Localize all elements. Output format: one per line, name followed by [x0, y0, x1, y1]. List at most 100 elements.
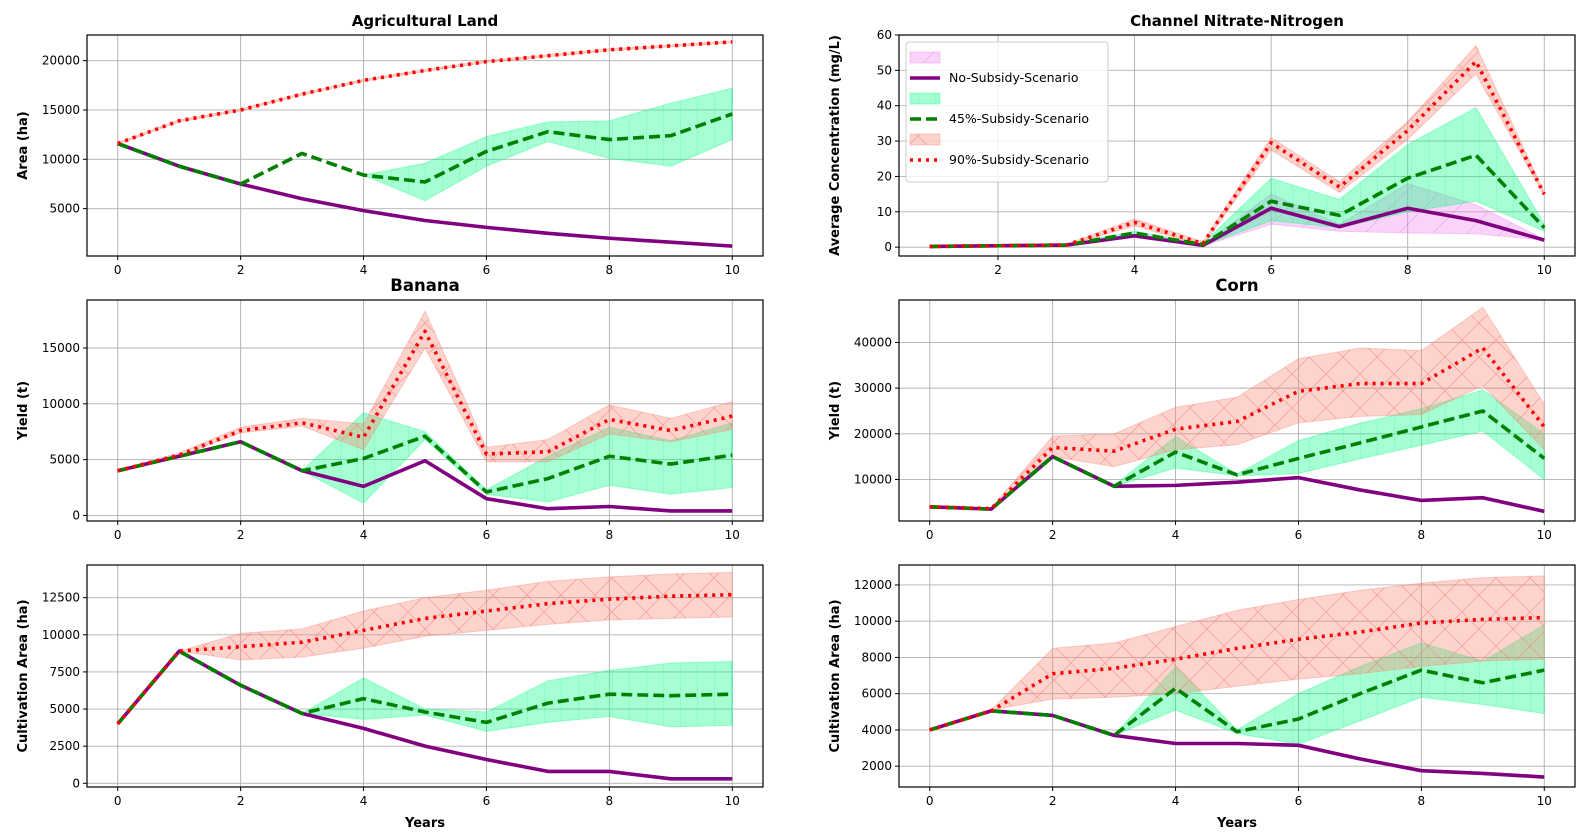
y-axis-label: Cultivation Area (ha) — [828, 599, 843, 752]
x-tick-label: 2 — [237, 794, 245, 808]
y-tick-label: 20000 — [854, 427, 892, 441]
y-tick-label: 50 — [877, 63, 892, 77]
y-axis-label: Yield (t) — [16, 381, 31, 441]
y-tick-label: 12500 — [42, 591, 80, 605]
y-tick-label: 20000 — [42, 54, 80, 68]
subplot-corn-yield: 0 2 4 6 8 10 10000 20000 30000 40000 Corn Yield (t) — [828, 276, 1576, 542]
y-tick-label: 5000 — [49, 702, 80, 716]
legend-box — [905, 41, 1109, 183]
chart-title: Banana — [390, 276, 459, 295]
x-tick-label: 2 — [1049, 794, 1057, 808]
line-90%-subsidy-scenario — [117, 40, 733, 146]
y-axis-label: Area (ha) — [16, 111, 31, 180]
x-tick-label: 4 — [360, 263, 368, 277]
band-hatch-90%-subsidy-scenario — [929, 45, 1545, 247]
axes-frame — [86, 34, 764, 257]
legend-band-hatch — [910, 134, 940, 145]
subplot-banana-yield: 0 2 4 6 8 10 0 5000 10000 15000 Banana Yield (t) — [16, 276, 764, 542]
subplot-nitrate: 2 4 6 8 10 0 10 20 30 40 50 60 Channel Nitrate-Nitro… — [828, 12, 1576, 277]
y-tick-label: 0 — [884, 240, 892, 254]
x-tick-label: 2 — [237, 263, 245, 277]
x-tick-label: 4 — [1131, 263, 1139, 277]
x-tick-label: 10 — [1537, 263, 1552, 277]
x-tick-label: 2 — [237, 528, 245, 542]
y-tick-label: 7500 — [49, 665, 80, 679]
x-tick-label: 0 — [114, 794, 122, 808]
chart-title: Channel Nitrate-Nitrogen — [1130, 12, 1344, 30]
axes-frame — [86, 299, 764, 522]
legend-band-hatch — [910, 93, 940, 104]
line-45%-subsidy-scenario — [929, 153, 1546, 249]
band-hatch-90%-subsidy-scenario — [117, 311, 733, 472]
x-tick-label: 6 — [1267, 263, 1275, 277]
x-tick-label: 10 — [725, 263, 740, 277]
legend: No-Subsidy-Scenario 45%-Subsidy-Scenario 9… — [905, 41, 1109, 183]
y-tick-label: 5000 — [49, 202, 80, 216]
subplot-banana-area: 0 2 4 6 8 10 0 2500 5000 7500 10000 12500 Cultivatio… — [16, 564, 764, 831]
axes-frame — [86, 564, 764, 788]
legend-band-hatch — [910, 52, 940, 63]
x-tick-label: 0 — [926, 528, 934, 542]
y-tick-label: 0 — [72, 508, 80, 522]
y-tick-label: 2000 — [861, 759, 892, 773]
x-tick-label: 2 — [994, 263, 1002, 277]
line-90%-subsidy-scenario — [116, 592, 733, 726]
chart-title: Corn — [1215, 276, 1258, 295]
subplot-corn-area: 0 2 4 6 8 10 2000 4000 6000 8000 10000 12000 Cultiva… — [828, 564, 1576, 831]
x-tick-label: 6 — [483, 528, 491, 542]
band-hatch-45%-subsidy-scenario — [363, 88, 733, 201]
x-tick-label: 8 — [606, 528, 614, 542]
x-tick-label: 10 — [725, 528, 740, 542]
x-tick-label: 8 — [1418, 528, 1426, 542]
y-tick-label: 40 — [877, 99, 892, 113]
y-tick-label: 10000 — [42, 628, 80, 642]
band-hatch-45%-subsidy-scenario — [302, 661, 733, 732]
y-tick-label: 30000 — [854, 381, 892, 395]
y-tick-label: 12000 — [854, 578, 892, 592]
y-axis-label: Cultivation Area (ha) — [16, 599, 31, 752]
x-axis-label: Years — [404, 816, 445, 831]
axes-frame — [898, 564, 1576, 788]
y-tick-label: 15000 — [42, 103, 80, 117]
band-hatch-45%-subsidy-scenario — [1114, 389, 1545, 487]
x-tick-label: 6 — [483, 263, 491, 277]
x-tick-label: 2 — [1049, 528, 1057, 542]
x-tick-label: 10 — [1537, 794, 1552, 808]
band-hatch-90%-subsidy-scenario — [929, 307, 1545, 510]
x-tick-label: 4 — [1172, 528, 1180, 542]
axes-frame — [898, 34, 1576, 257]
x-tick-label: 4 — [360, 528, 368, 542]
chart-title: Agricultural Land — [352, 12, 498, 30]
x-tick-label: 6 — [1295, 528, 1303, 542]
x-tick-label: 8 — [606, 263, 614, 277]
y-tick-label: 6000 — [861, 687, 892, 701]
y-tick-label: 5000 — [49, 453, 80, 467]
legend-label: 90%-Subsidy-Scenario — [949, 152, 1089, 167]
y-tick-label: 60 — [877, 28, 892, 42]
y-tick-label: 40000 — [854, 335, 892, 349]
y-tick-label: 10000 — [42, 152, 80, 166]
y-axis-label: Average Concentration (mg/L) — [828, 35, 843, 256]
y-tick-label: 30 — [877, 134, 892, 148]
y-tick-label: 10000 — [854, 614, 892, 628]
y-tick-label: 8000 — [861, 650, 892, 664]
legend-label: No-Subsidy-Scenario — [949, 70, 1078, 85]
x-tick-label: 0 — [926, 794, 934, 808]
x-tick-label: 6 — [1295, 794, 1303, 808]
y-tick-label: 10000 — [42, 397, 80, 411]
x-tick-label: 4 — [360, 794, 368, 808]
y-tick-label: 10000 — [854, 472, 892, 486]
subplot-agri: 0 2 4 6 8 10 5000 10000 15000 20000 Agricultural L… — [16, 12, 764, 277]
x-tick-label: 10 — [725, 794, 740, 808]
axes-frame — [898, 299, 1576, 522]
x-tick-label: 8 — [1418, 794, 1426, 808]
x-tick-label: 8 — [606, 794, 614, 808]
y-axis-label: Yield (t) — [828, 381, 843, 441]
x-tick-label: 8 — [1404, 263, 1412, 277]
x-tick-label: 10 — [1537, 528, 1552, 542]
y-tick-label: 0 — [72, 776, 80, 790]
y-tick-label: 15000 — [42, 341, 80, 355]
y-tick-label: 2500 — [49, 739, 80, 753]
y-tick-label: 4000 — [861, 723, 892, 737]
